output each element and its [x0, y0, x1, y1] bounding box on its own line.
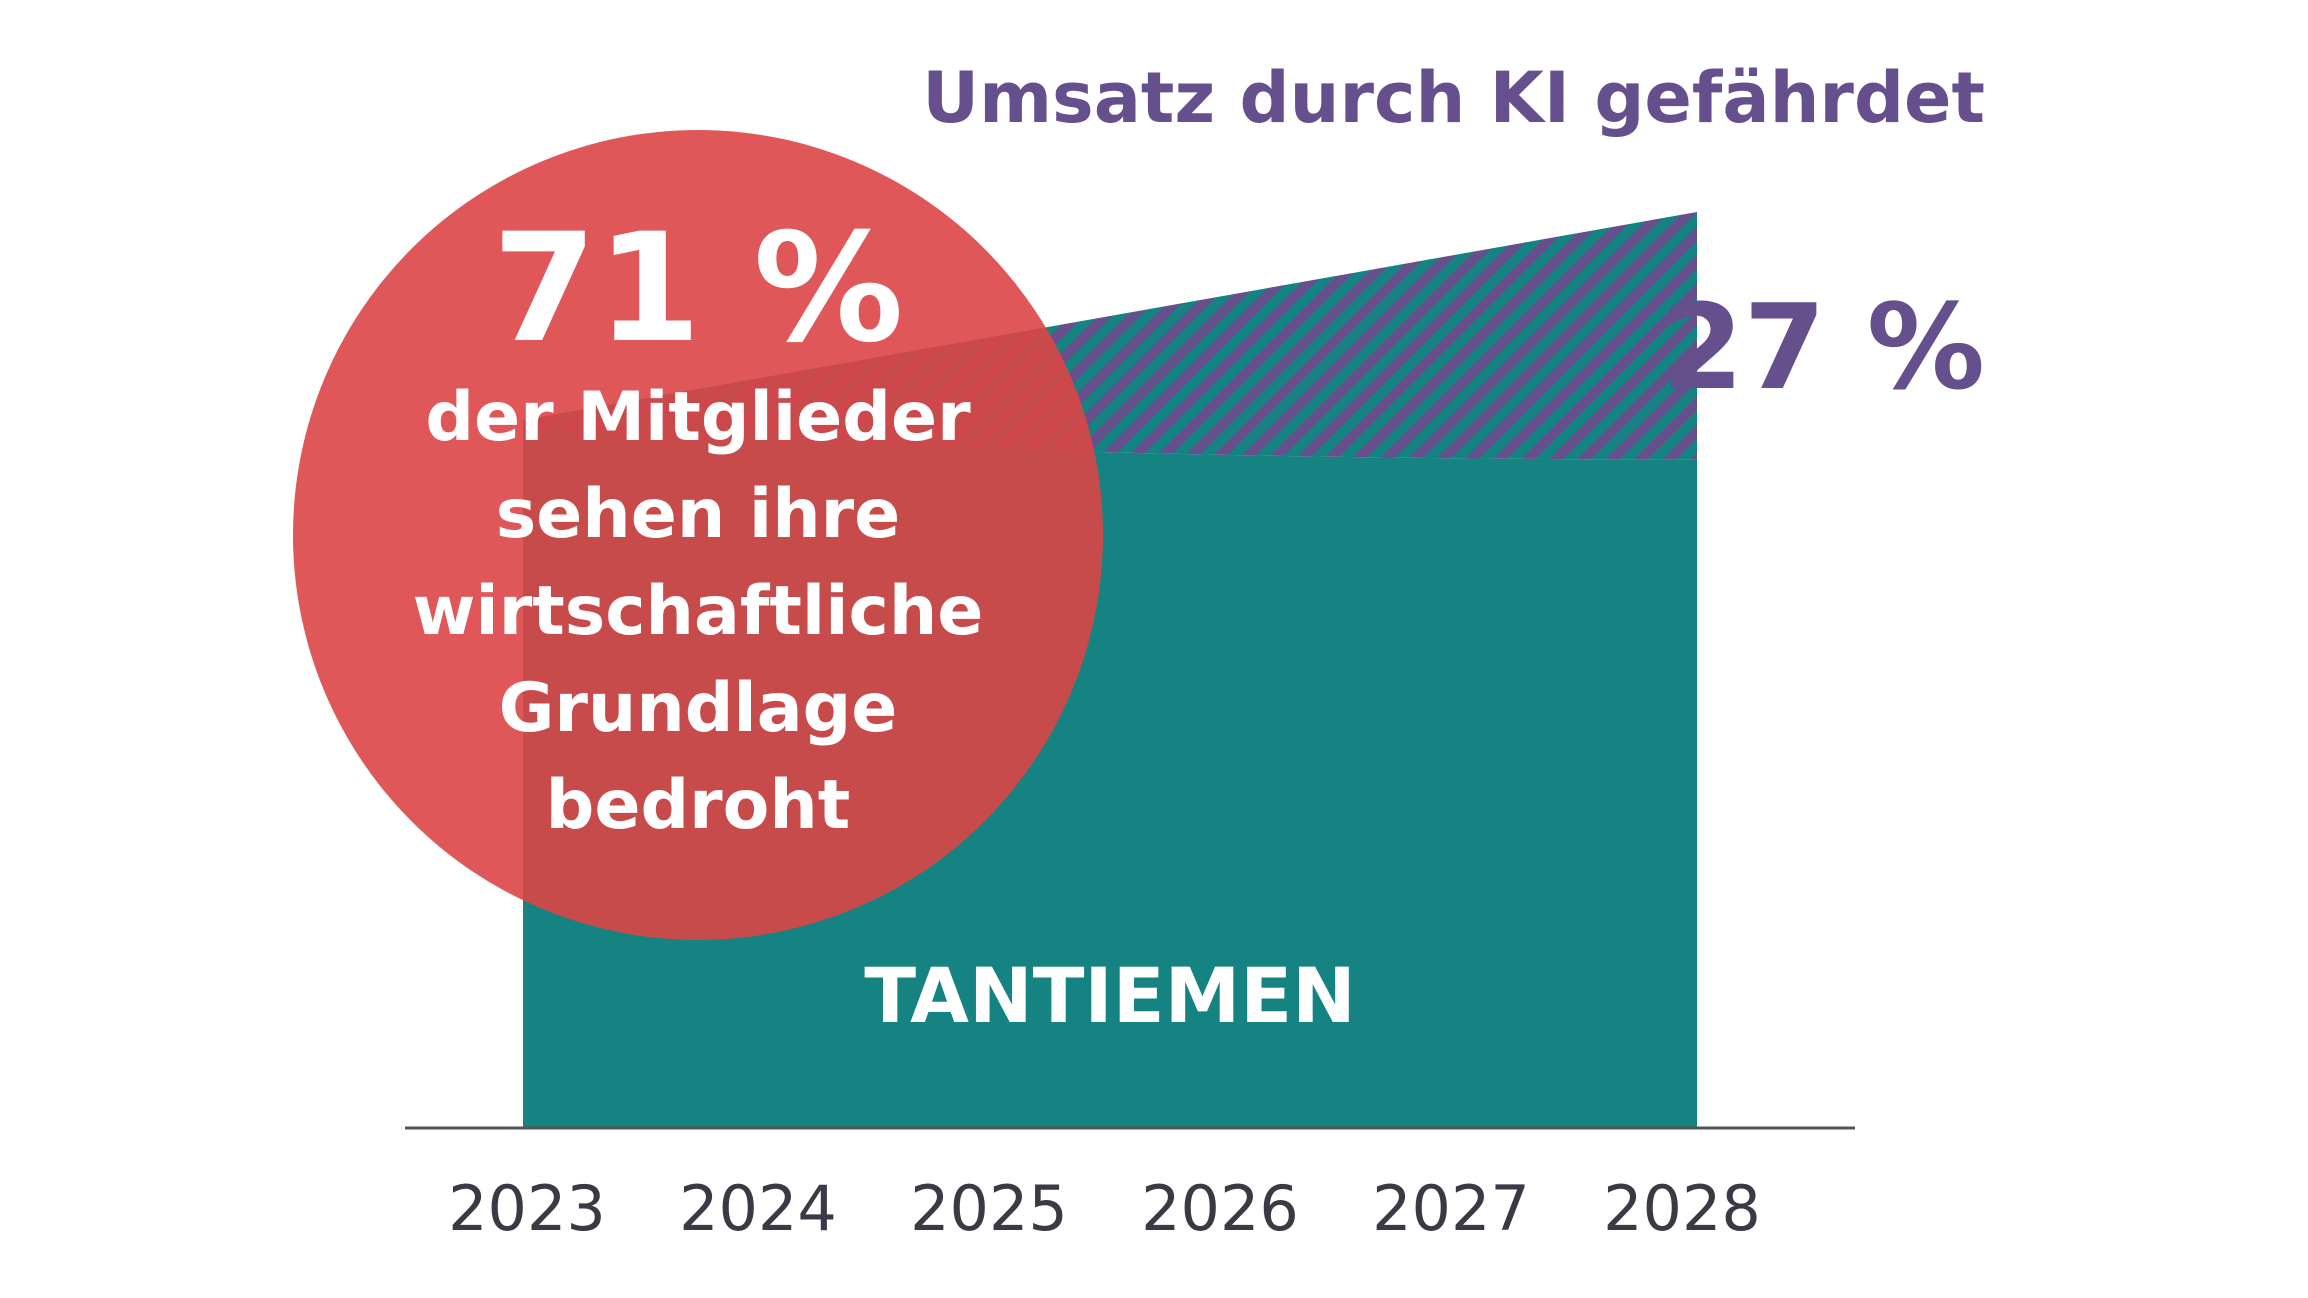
x-tick-label: 2025 [910, 1172, 1068, 1245]
x-tick-label: 2024 [679, 1172, 837, 1245]
risk-share-label: 27 % [1661, 278, 1985, 416]
x-tick-label: 2028 [1603, 1172, 1761, 1245]
callout-line: bedroht [546, 766, 851, 845]
x-tick-label: 2023 [448, 1172, 606, 1245]
series-label-tantiemen: TANTIEMEN [864, 951, 1356, 1040]
callout-circle [293, 130, 1103, 940]
chart-title: Umsatz durch KI gefährdet [922, 57, 1985, 139]
x-tick-label: 2027 [1372, 1172, 1530, 1245]
callout-line: Grundlage [499, 669, 898, 748]
callout-line: der Mitglieder [425, 378, 971, 457]
callout-line: sehen ihre [496, 475, 901, 554]
callout-line: wirtschaftliche [413, 572, 984, 651]
x-tick-label: 2026 [1141, 1172, 1299, 1245]
x-axis-ticks: 2023 2024 2025 2026 2027 2028 [448, 1172, 1761, 1245]
callout-value: 71 % [492, 202, 903, 376]
